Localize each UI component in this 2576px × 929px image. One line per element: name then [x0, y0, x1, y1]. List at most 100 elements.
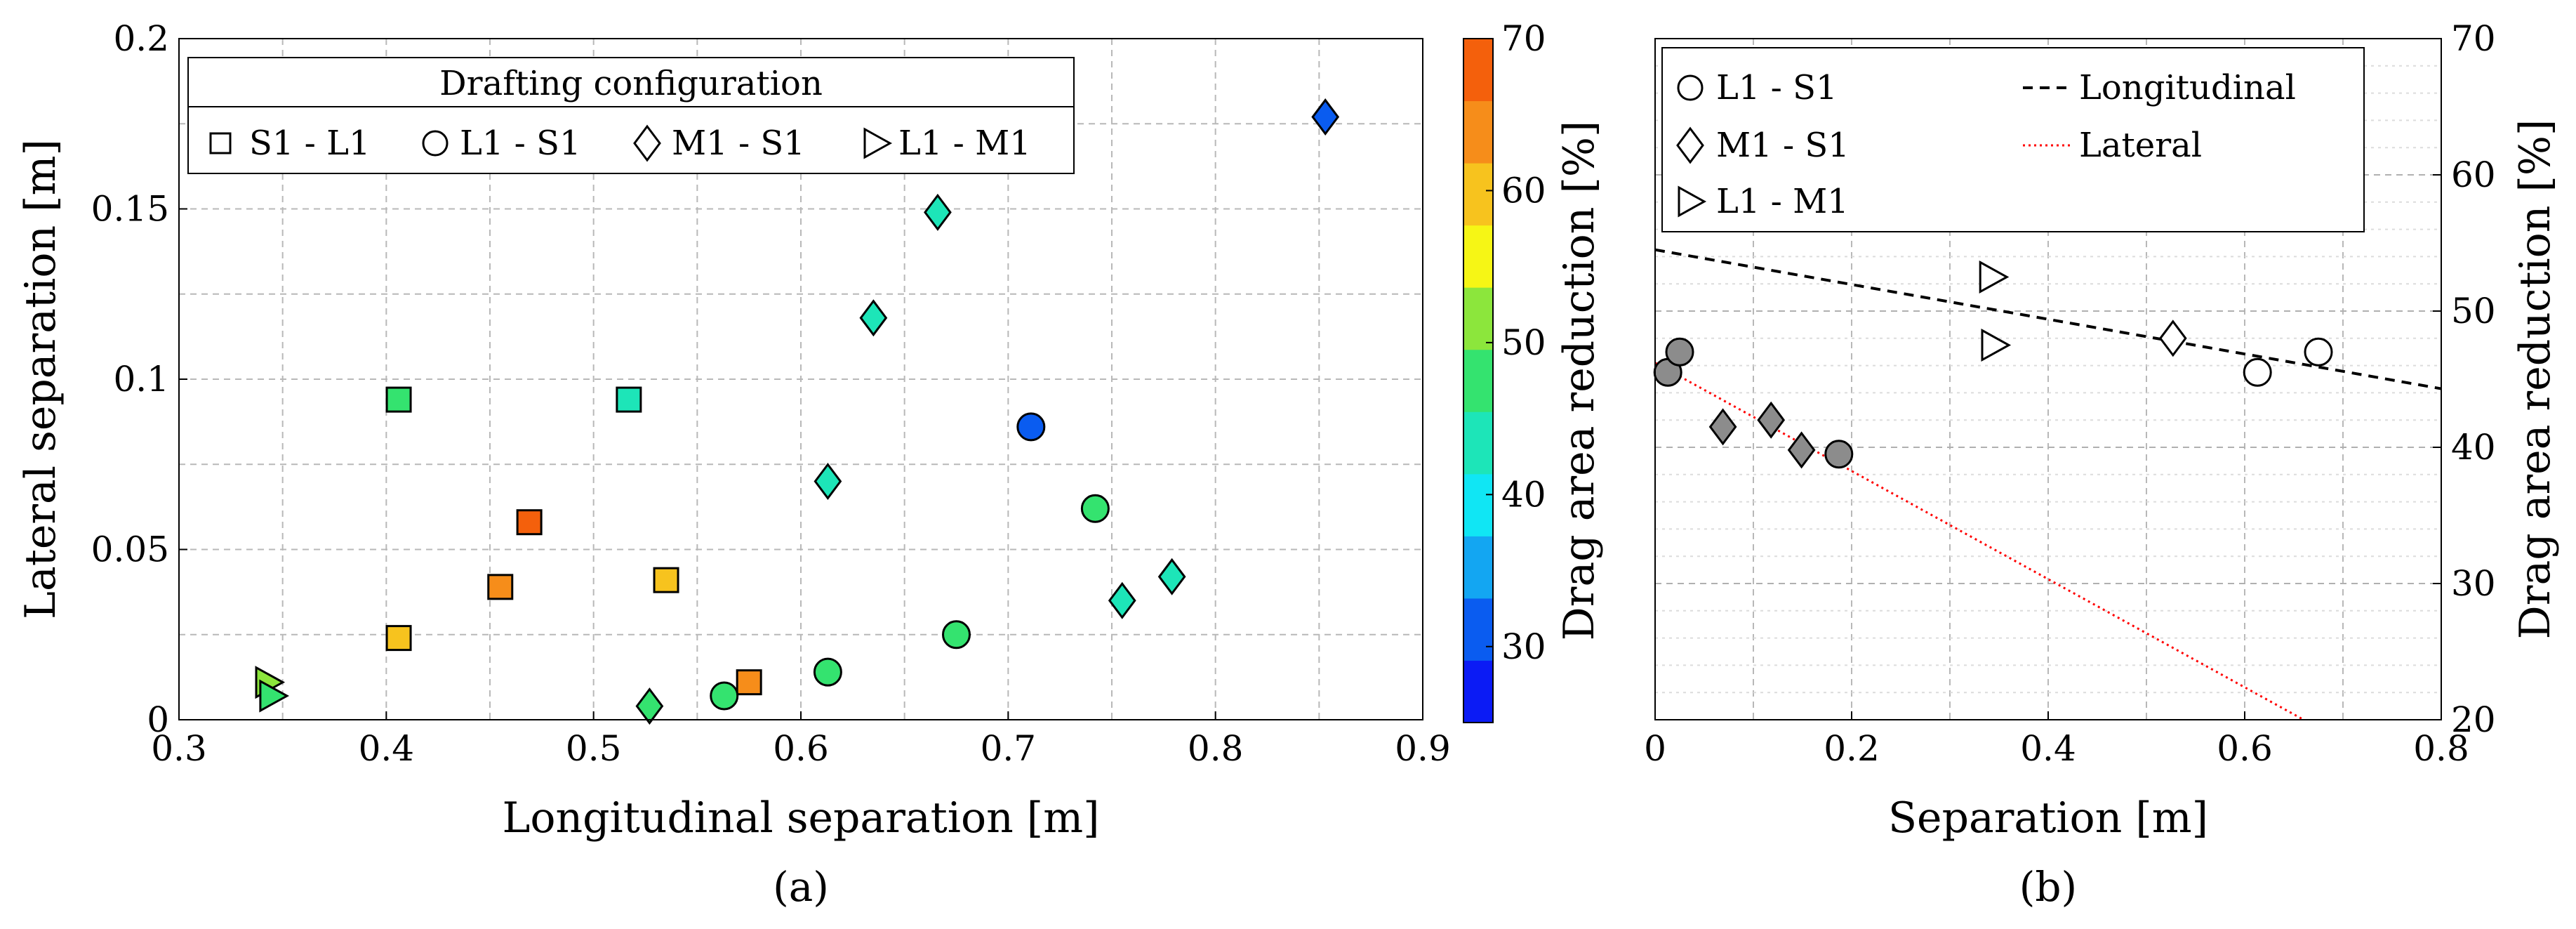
data-point-square	[487, 574, 514, 600]
x-tick-label: 0.4	[359, 728, 415, 769]
data-point-circle	[1016, 412, 1046, 442]
x-tick-label: 0.7	[981, 728, 1037, 769]
x-tick-label: 0.6	[773, 728, 829, 769]
y-tick-label: 30	[2451, 563, 2496, 604]
panel-a-ticks: 0.3 0.4 0.5 0.6 0.7 0.8 0.9 0 0.05 0.1 0.15 0.2	[91, 18, 1451, 769]
y-tick-label: 20	[2451, 699, 2496, 740]
data-point-circle	[710, 681, 739, 711]
panel-a-ylabel: Lateral separation [m]	[16, 139, 65, 619]
panel-b-legend: L1 - S1 M1 - S1 L1 - M1 Longitudinal Lat…	[1661, 47, 2365, 232]
legend-circle-marker	[422, 130, 449, 157]
data-point-diamond	[1787, 431, 1816, 469]
x-tick-label: 0.4	[2020, 728, 2076, 769]
data-point-square	[516, 509, 543, 536]
legend-entry-m1-s1: M1 - S1	[672, 124, 805, 163]
x-tick-label: 0.3	[151, 728, 207, 769]
y-tick-label: 50	[2451, 291, 2496, 331]
colorbar-frame	[1463, 38, 1494, 723]
data-point-diamond	[1311, 98, 1340, 136]
panel-b-ylabel: Drag area reduction [%]	[2511, 119, 2560, 640]
colorbar-band	[1463, 598, 1493, 661]
data-point-diamond	[1157, 558, 1186, 595]
data-point-diamond	[1108, 581, 1136, 619]
colorbar-label: Drag area reduction [%]	[1555, 121, 1604, 641]
colorbar-band	[1463, 536, 1493, 599]
data-point-square	[385, 625, 412, 652]
y-tick-label: 60	[2451, 154, 2496, 195]
y-tick-label: 0.2	[113, 18, 169, 59]
panel-a-points	[255, 98, 1340, 725]
data-point-circle	[1665, 337, 1694, 367]
legend-title: Drafting configuration	[439, 64, 823, 103]
colorbar-band	[1463, 163, 1493, 226]
data-point-diamond	[1757, 401, 1786, 439]
panel-a: 0.3 0.4 0.5 0.6 0.7 0.8 0.9 0 0.05 0.1 0.15 0.2 Lon…	[16, 18, 1451, 911]
panel-b-points	[1653, 260, 2333, 469]
panel-a-legend: Drafting configuration S1 - L1 L1 - S1 M…	[187, 57, 1075, 174]
colorbar-band	[1463, 411, 1493, 475]
legend-b-entry-l1-m1: L1 - M1	[1716, 182, 1849, 221]
legend-b-triangle-marker	[1678, 185, 1707, 218]
colorbar-band	[1463, 100, 1493, 164]
x-tick-label: 0.6	[2217, 728, 2273, 769]
colorbar-tick-label: 50	[1501, 322, 1546, 363]
panel-b-lines	[1654, 248, 2442, 721]
data-point-circle	[942, 620, 971, 650]
data-point-square	[653, 567, 679, 593]
x-tick-label: 0.2	[1824, 728, 1880, 769]
data-point-triangle-right	[1979, 260, 2010, 294]
data-point-square	[385, 386, 412, 413]
colorbar-tick-label: 60	[1501, 170, 1546, 211]
panel-b-ticks: 0 0.2 0.4 0.6 0.820 30 40 50 60 70	[1644, 18, 2496, 769]
data-point-diamond	[2158, 319, 2187, 357]
panel-a-axes-box	[178, 38, 1423, 720]
x-tick-label: 0.9	[1395, 728, 1451, 769]
legend-entry-s1-l1: S1 - L1	[249, 124, 371, 163]
panel-a-xlabel: Longitudinal separation [m]	[502, 793, 1099, 843]
legend-entry-l1-m1: L1 - M1	[898, 124, 1031, 163]
y-tick-label: 0.1	[113, 359, 169, 400]
colorbar: 30 40 50 60 70 Drag area reduction [%]	[1463, 18, 1604, 723]
longitudinal-fit-line	[1654, 248, 2442, 390]
legend-b-entry-lateral: Lateral	[2079, 126, 2202, 165]
y-tick-label: 70	[2451, 18, 2496, 59]
y-tick-label: 0.15	[91, 189, 169, 230]
colorbar-tick-label: 70	[1501, 18, 1546, 59]
colorbar-band	[1463, 349, 1493, 412]
colorbar-band	[1463, 39, 1493, 102]
y-tick-label: 40	[2451, 427, 2496, 468]
legend-entry-l1-s1: L1 - S1	[460, 124, 581, 163]
legend-square-marker	[209, 132, 232, 154]
data-point-diamond	[859, 299, 888, 337]
legend-b-entry-m1-s1: M1 - S1	[1716, 126, 1850, 165]
data-point-circle	[2243, 357, 2272, 387]
data-point-circle	[1824, 440, 1854, 469]
data-point-diamond	[924, 193, 952, 231]
colorbar-bands	[1463, 39, 1493, 723]
x-tick-label: 0.5	[566, 728, 622, 769]
legend-b-circle-marker	[1677, 74, 1704, 101]
colorbar-tick-label: 40	[1501, 474, 1546, 515]
colorbar-tick-label: 30	[1501, 626, 1546, 667]
colorbar-band	[1463, 287, 1493, 350]
x-tick-label: 0.8	[2413, 728, 2469, 769]
panel-b-axes-box	[1654, 38, 2442, 720]
y-tick-label: 0	[147, 699, 169, 740]
data-point-square	[736, 669, 762, 696]
data-point-triangle-right	[259, 679, 290, 713]
data-point-circle	[813, 657, 842, 687]
x-tick-label: 0	[1644, 728, 1666, 769]
data-point-circle	[2304, 337, 2333, 367]
colorbar-band	[1463, 225, 1493, 288]
data-point-diamond	[635, 687, 664, 725]
legend-diamond-marker	[633, 124, 661, 162]
colorbar-band	[1463, 473, 1493, 536]
data-point-circle	[1080, 494, 1110, 523]
panel-b-caption: (b)	[2019, 863, 2077, 911]
panel-b-xlabel: Separation [m]	[1888, 793, 2208, 843]
x-tick-label: 0.8	[1188, 728, 1244, 769]
data-point-triangle-right	[1981, 328, 2012, 362]
data-point-diamond	[814, 463, 842, 500]
data-point-square	[616, 386, 642, 413]
